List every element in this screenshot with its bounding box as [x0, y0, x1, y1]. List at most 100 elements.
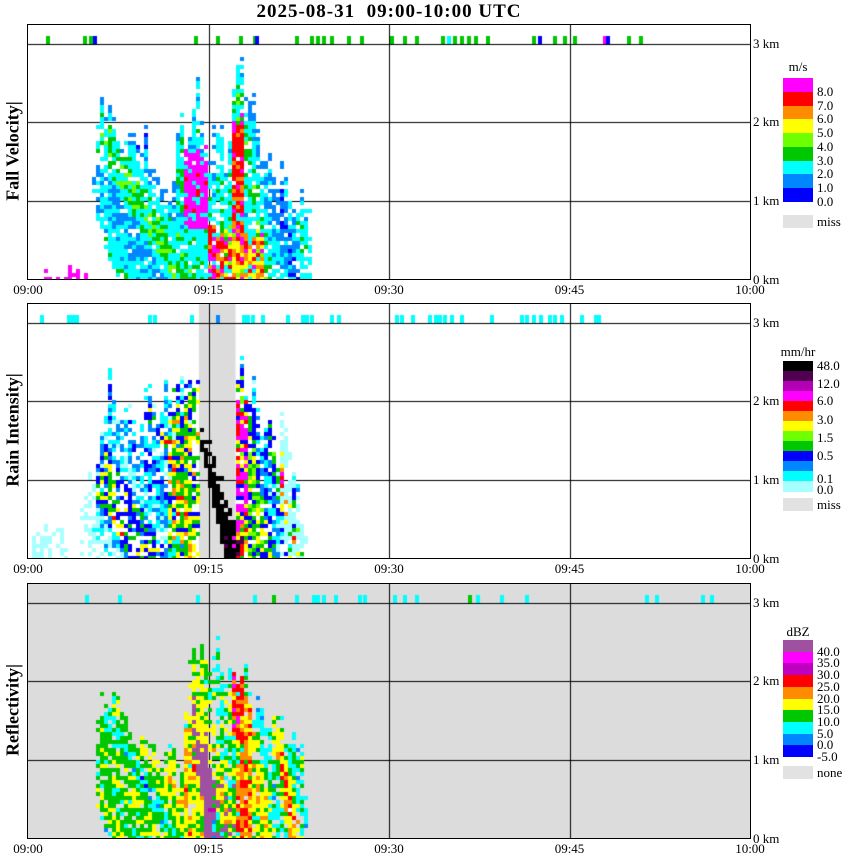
legend-color-band	[783, 431, 813, 442]
legend-color-band	[783, 745, 813, 758]
legend-color-band	[783, 91, 813, 107]
legend-value-label: 40.0	[817, 643, 840, 659]
legend-miss-label: miss	[817, 497, 841, 512]
rain-intensity-legend-title: mm/hr	[780, 344, 816, 359]
legend-color-band	[783, 381, 813, 392]
reflectivity-legend-title: dBZ	[786, 624, 810, 639]
legend-value-label: 8.0	[817, 83, 834, 99]
legend-color-band	[783, 710, 813, 723]
legend-color-band	[783, 733, 813, 746]
legend-color-band	[783, 451, 813, 462]
legend-value-label: 12.0	[817, 376, 840, 392]
height-tick-label: 3 km	[753, 314, 780, 330]
legend-value-label: 35.0	[817, 655, 840, 671]
legend-color-band	[783, 441, 813, 452]
legend-value-label: -5.0	[817, 749, 838, 764]
legend-value-label: 15.0	[817, 702, 840, 718]
time-tick-label: 10:00	[735, 282, 765, 297]
legend-miss-swatch	[783, 498, 813, 511]
legend-color-band	[783, 401, 813, 412]
legend-miss-swatch	[783, 215, 813, 228]
legend-color-band	[783, 481, 813, 492]
legend-color-band	[783, 461, 813, 472]
legend-value-label: 10.0	[817, 713, 840, 729]
height-tick-label: 1 km	[753, 751, 780, 767]
legend-color-band	[783, 651, 813, 664]
time-tick-label: 09:15	[193, 282, 224, 297]
height-tick-label: 3 km	[753, 35, 780, 51]
legend-value-label: 48.0	[817, 358, 840, 374]
height-tick-label: 0 km	[753, 831, 780, 846]
legend-color-band	[783, 78, 813, 93]
legend-color-band	[783, 471, 813, 482]
legend-value-label: 0.0	[817, 737, 834, 753]
rain-intensity-heatmap-canvas	[27, 303, 751, 559]
legend-color-band	[783, 640, 813, 653]
time-tick-label: 09:00	[13, 561, 43, 576]
legend-miss-swatch	[783, 766, 813, 779]
legend-color-band	[783, 686, 813, 699]
legend-value-label: 6.0	[817, 393, 834, 409]
legend-value-label: 4.0	[817, 138, 834, 154]
legend-value-label: 0.5	[817, 447, 834, 463]
height-tick-label: 2 km	[753, 673, 780, 689]
height-tick-label: 0 km	[753, 272, 780, 287]
legend-color-band	[783, 160, 813, 175]
time-tick-label: 09:30	[374, 841, 404, 856]
reflectivity-heatmap-canvas	[27, 583, 751, 839]
time-tick-label: 09:15	[193, 561, 224, 576]
legend-color-band	[783, 371, 813, 382]
legend-miss-label: miss	[817, 214, 841, 229]
time-tick-label: 09:45	[554, 841, 585, 856]
time-tick-label: 09:30	[374, 561, 404, 576]
time-tick-label: 09:00	[13, 841, 43, 856]
legend-color-band	[783, 421, 813, 432]
legend-color-band	[783, 698, 813, 711]
fall-velocity-axis-label: Fall Velocity|	[2, 101, 23, 201]
legend-value-label: 3.0	[817, 152, 834, 168]
legend-color-band	[783, 105, 813, 120]
legend-value-label: 0.1	[817, 471, 834, 487]
legend-color-band	[783, 721, 813, 735]
legend-value-label: 20.0	[817, 690, 840, 706]
time-tick-label: 09:30	[374, 282, 404, 297]
time-tick-label: 09:45	[554, 561, 585, 576]
time-tick-label: 09:45	[554, 282, 585, 297]
legend-color-band	[783, 188, 813, 203]
time-tick-label: 09:00	[13, 282, 43, 297]
height-tick-label: 1 km	[753, 192, 780, 208]
legend-value-label: 7.0	[817, 97, 834, 113]
legend-color-band	[783, 146, 813, 162]
legend-color-band	[783, 391, 813, 402]
time-tick-label: 09:15	[193, 841, 224, 856]
height-tick-label: 0 km	[753, 551, 780, 566]
legend-value-label: 5.0	[817, 725, 834, 741]
height-tick-label: 2 km	[753, 393, 780, 409]
legend-color-band	[783, 174, 813, 189]
height-tick-label: 2 km	[753, 114, 780, 130]
legend-color-band	[783, 411, 813, 422]
reflectivity-axis-label: Reflectivity|	[2, 664, 23, 756]
legend-value-label: 2.0	[817, 166, 834, 182]
legend-value-label: 6.0	[817, 111, 834, 127]
legend-value-label: 25.0	[817, 678, 840, 694]
legend-value-label: 30.0	[817, 667, 840, 683]
legend-value-label: 5.0	[817, 125, 834, 141]
legend-value-label: 0.0	[817, 194, 834, 209]
time-tick-label: 10:00	[735, 561, 765, 576]
fall-velocity-heatmap-canvas	[27, 24, 751, 280]
legend-value-label: 3.0	[817, 411, 834, 427]
figure-title: 2025-08-31 09:00-10:00 UTC	[256, 1, 522, 22]
height-tick-label: 1 km	[753, 471, 780, 487]
legend-value-label: 0.0	[817, 481, 834, 497]
height-tick-label: 3 km	[753, 594, 780, 610]
legend-color-band	[783, 675, 813, 688]
time-tick-label: 10:00	[735, 841, 765, 856]
legend-color-band	[783, 663, 813, 676]
fall-velocity-legend-title: m/s	[788, 59, 808, 74]
legend-color-band	[783, 361, 813, 372]
legend-value-label: 1.0	[817, 180, 834, 196]
legend-color-band	[783, 133, 813, 148]
legend-value-label: 1.5	[817, 429, 834, 445]
